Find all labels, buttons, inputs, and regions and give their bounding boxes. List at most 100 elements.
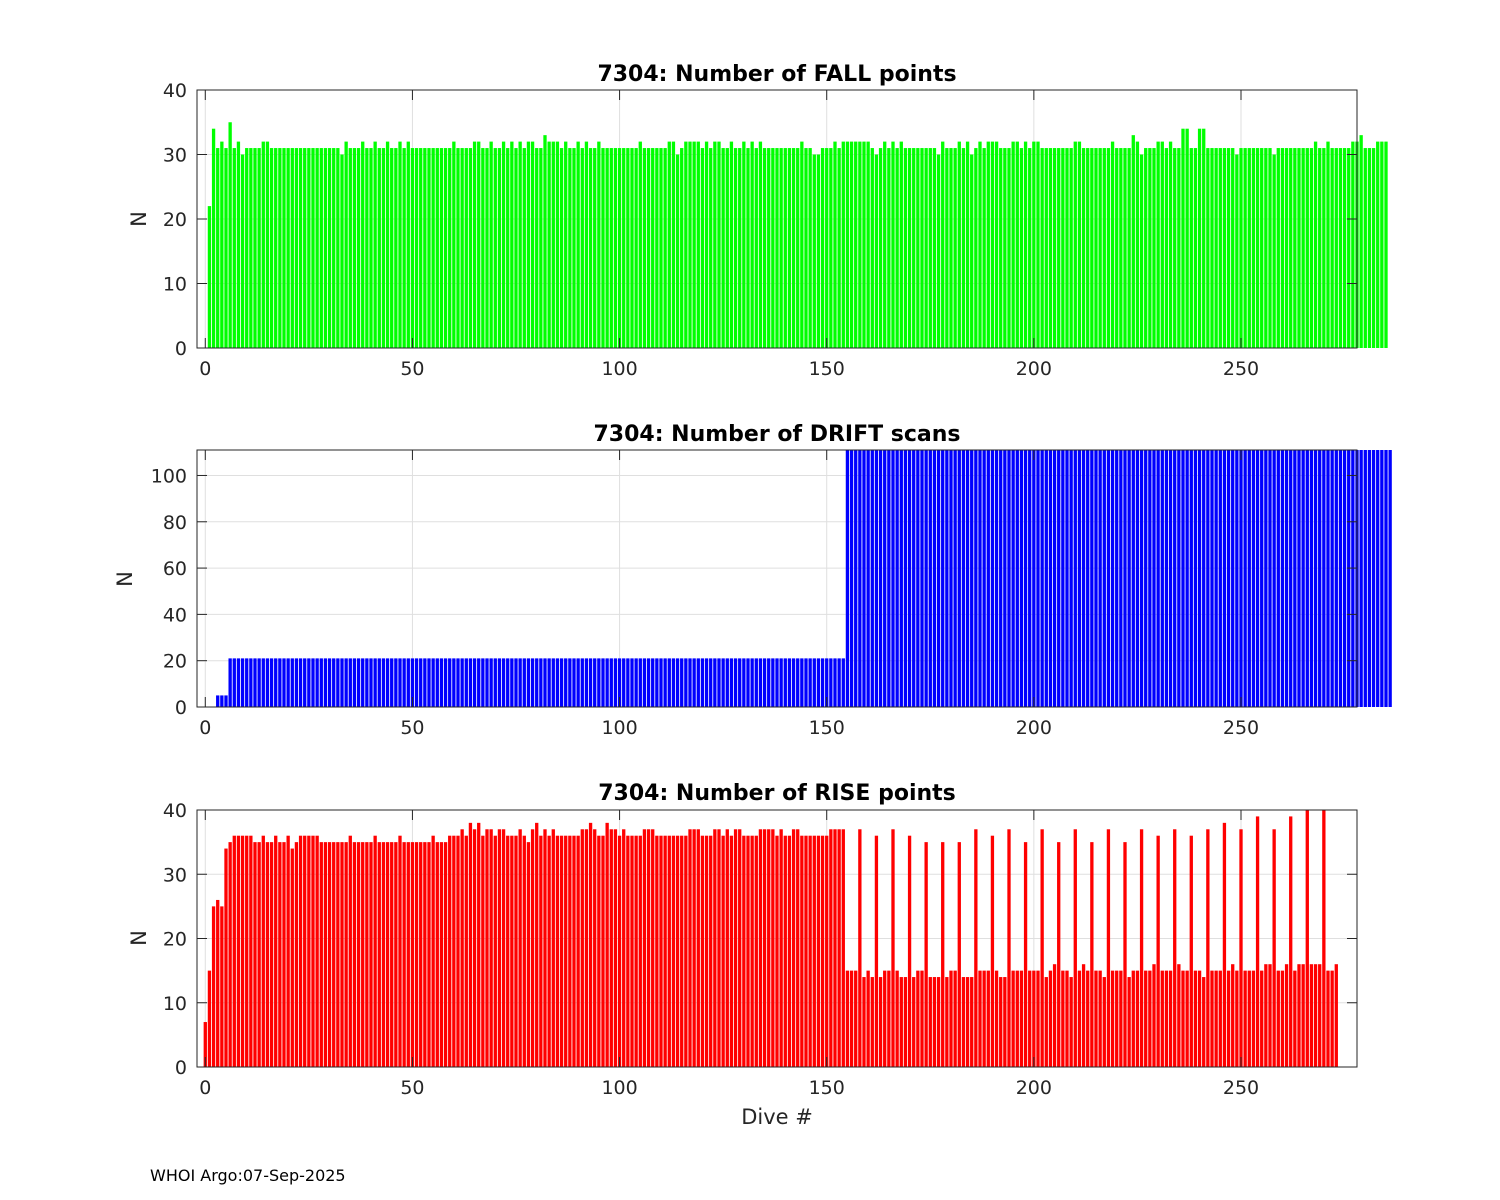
drift-bar (431, 658, 435, 707)
drift-bar (261, 658, 265, 707)
fall-bar (1106, 148, 1111, 348)
rise-x-tick-label: 50 (400, 1077, 424, 1099)
rise-bar (452, 835, 456, 1067)
fall-bar (845, 141, 850, 348)
drift-bar (1226, 450, 1231, 707)
rise-bar (539, 835, 543, 1067)
rise-bar (269, 842, 274, 1067)
rise-bar (999, 977, 1003, 1067)
drift-bar (1057, 450, 1061, 707)
fall-bar (419, 148, 423, 348)
fall-bar (261, 141, 265, 348)
drift-bar (825, 658, 829, 707)
rise-bar (1301, 964, 1305, 1067)
drift-bar (1272, 450, 1276, 707)
drift-bar (332, 658, 336, 707)
fall-bar (477, 141, 481, 348)
rise-bar (912, 977, 916, 1067)
rise-bar (439, 842, 444, 1067)
drift-bar (820, 658, 825, 707)
fall-bar (680, 148, 684, 348)
fall-bar (1197, 128, 1202, 348)
fall-bar (936, 154, 941, 348)
rise-bar (385, 842, 390, 1067)
drift-bar (713, 658, 717, 707)
drift-bar (506, 658, 510, 707)
rise-bar (1181, 970, 1185, 1067)
fall-bar (1376, 141, 1380, 348)
drift-bar (671, 658, 676, 707)
drift-bar (1239, 450, 1243, 707)
fall-bar (443, 148, 448, 348)
rise-bar (800, 835, 804, 1067)
fall-bar (1218, 148, 1222, 348)
drift-bar (1073, 450, 1077, 707)
fall-bar (1164, 148, 1169, 348)
drift-bar (663, 658, 667, 707)
rise-bar (721, 835, 725, 1067)
fall-bar (957, 141, 961, 348)
fall-bar (1094, 148, 1098, 348)
rise-bar (311, 835, 315, 1067)
drift-bar (501, 658, 506, 707)
rise-x-tick-label: 150 (809, 1077, 845, 1099)
fall-bar (240, 154, 245, 348)
rise-bar (1189, 835, 1193, 1067)
rise-bar (1309, 964, 1314, 1067)
fall-bar (501, 141, 506, 348)
fall-bar (605, 148, 609, 348)
drift-bar (1168, 450, 1173, 707)
fall-bar (327, 148, 332, 348)
drift-bar (812, 658, 816, 707)
drift-bar (493, 658, 497, 707)
drift-bar (965, 450, 970, 707)
rise-bar (340, 842, 344, 1067)
rise-bar (216, 899, 220, 1067)
drift-bar (427, 658, 431, 707)
drift-bar (278, 658, 282, 707)
rise-bar (1206, 829, 1210, 1067)
fall-bar (294, 148, 299, 348)
rise-x-tick-label: 0 (199, 1077, 211, 1099)
rise-bar (945, 977, 949, 1067)
drift-bar (584, 658, 589, 707)
fall-bar (1015, 141, 1019, 348)
drift-bar (779, 658, 783, 707)
rise-bar (427, 842, 431, 1067)
drift-bar (1094, 450, 1098, 707)
drift-bar (443, 658, 448, 707)
rise-bar (754, 835, 758, 1067)
drift-bar (1235, 450, 1239, 707)
drift-bar (1123, 450, 1127, 707)
rise-bar (779, 829, 783, 1067)
rise-bar (907, 835, 912, 1067)
drift-bar (655, 658, 659, 707)
rise-bar (1119, 970, 1123, 1067)
drift-bar (423, 658, 427, 707)
fall-bar (1371, 148, 1376, 348)
rise-bar (1322, 810, 1326, 1067)
fall-bar (373, 141, 377, 348)
fall-bar (257, 148, 261, 348)
drift-bar (1040, 450, 1044, 707)
drift-bar (286, 658, 290, 707)
fall-bar (1139, 154, 1144, 348)
fall-bar (224, 148, 228, 348)
rise-bar (849, 970, 854, 1067)
fall-bar (858, 141, 862, 348)
drift-bar (941, 450, 945, 707)
fall-bar (352, 148, 357, 348)
fall-bar (1239, 148, 1243, 348)
fall-bar (535, 148, 539, 348)
fall-bar (348, 148, 352, 348)
drift-bar (1342, 450, 1347, 707)
fall-bar (543, 135, 547, 348)
drift-bar (646, 658, 651, 707)
drift-y-tick-label: 100 (151, 465, 187, 487)
drift-bar (1318, 450, 1322, 707)
drift-bar (1214, 450, 1218, 707)
fall-bar (1048, 148, 1053, 348)
fall-bar (953, 148, 957, 348)
fall-bar (1019, 148, 1024, 348)
fall-bar (775, 148, 779, 348)
